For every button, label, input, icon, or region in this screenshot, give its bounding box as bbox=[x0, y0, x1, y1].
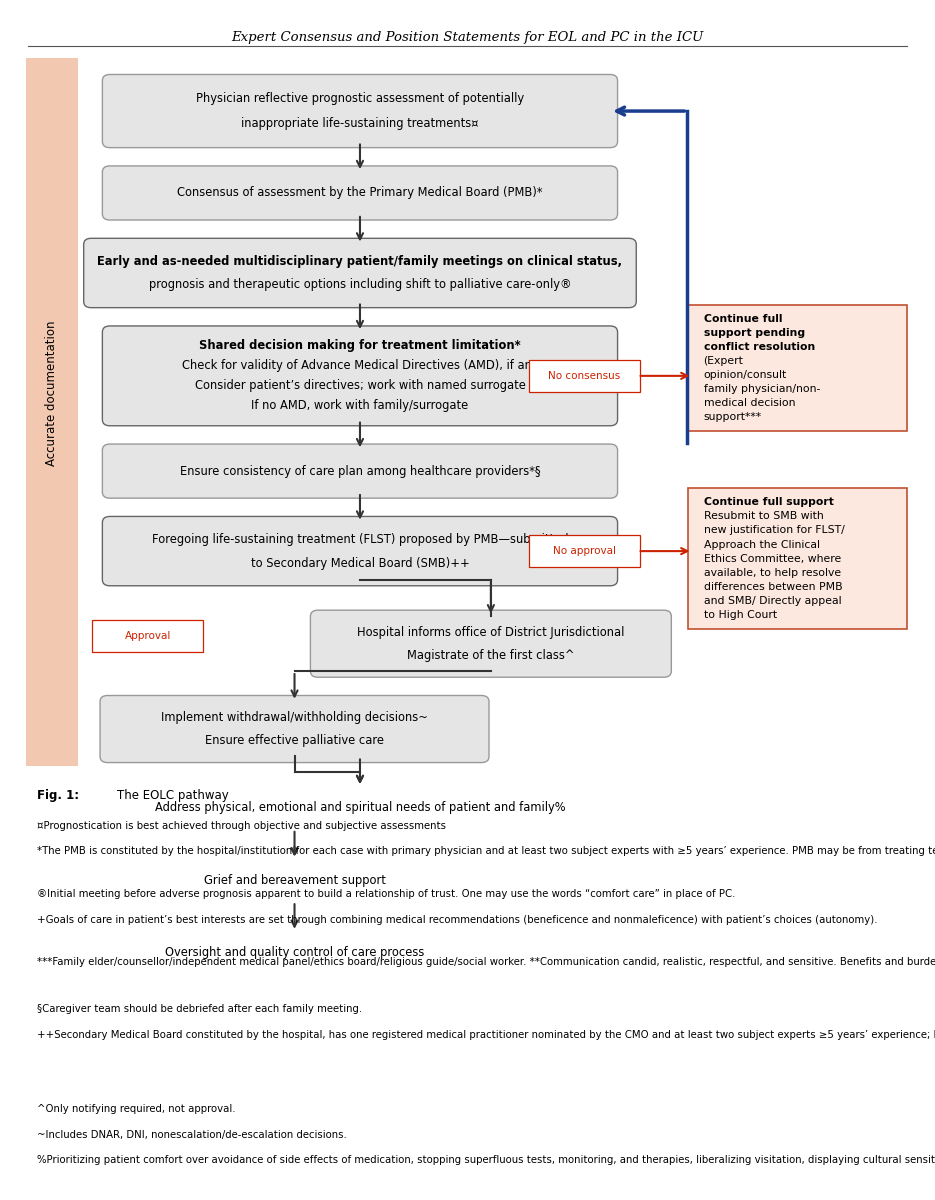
Text: to High Court: to High Court bbox=[703, 611, 777, 620]
Text: +Goals of care in patient’s best interests are set through combining medical rec: +Goals of care in patient’s best interes… bbox=[37, 914, 878, 924]
FancyBboxPatch shape bbox=[529, 360, 640, 392]
Text: Implement withdrawal/withholding decisions~: Implement withdrawal/withholding decisio… bbox=[161, 712, 428, 724]
Text: new justification for FLST/: new justification for FLST/ bbox=[703, 526, 844, 535]
FancyBboxPatch shape bbox=[26, 58, 78, 767]
Text: ***Family elder/counsellor/independent medical panel/ethics board/religious guid: ***Family elder/counsellor/independent m… bbox=[37, 958, 935, 967]
Text: *The PMB is constituted by the hospital/institution for each case with primary p: *The PMB is constituted by the hospital/… bbox=[37, 846, 935, 857]
Text: Approach the Clinical: Approach the Clinical bbox=[703, 540, 820, 550]
Text: ^Only notifying required, not approval.: ^Only notifying required, not approval. bbox=[37, 1104, 236, 1114]
Text: Expert Consensus and Position Statements for EOL and PC in the ICU: Expert Consensus and Position Statements… bbox=[231, 31, 704, 44]
Text: opinion/consult: opinion/consult bbox=[703, 371, 787, 380]
Text: Continue full support: Continue full support bbox=[703, 497, 833, 506]
Text: No approval: No approval bbox=[553, 546, 616, 556]
Text: Address physical, emotional and spiritual needs of patient and family%: Address physical, emotional and spiritua… bbox=[154, 802, 566, 815]
Text: Check for validity of Advance Medical Directives (AMD), if any: Check for validity of Advance Medical Di… bbox=[181, 359, 539, 372]
FancyBboxPatch shape bbox=[100, 696, 489, 762]
Text: Grief and bereavement support: Grief and bereavement support bbox=[204, 874, 385, 887]
FancyBboxPatch shape bbox=[100, 853, 489, 907]
Text: inappropriate life-sustaining treatments¤: inappropriate life-sustaining treatments… bbox=[241, 118, 479, 131]
Text: Physician reflective prognostic assessment of potentially: Physician reflective prognostic assessme… bbox=[196, 92, 524, 104]
FancyBboxPatch shape bbox=[93, 620, 204, 652]
Text: Ensure effective palliative care: Ensure effective palliative care bbox=[205, 734, 384, 746]
FancyBboxPatch shape bbox=[103, 166, 618, 220]
FancyBboxPatch shape bbox=[103, 74, 618, 148]
FancyBboxPatch shape bbox=[310, 610, 671, 677]
Text: Foregoing life-sustaining treatment (FLST) proposed by PMB—submitted: Foregoing life-sustaining treatment (FLS… bbox=[151, 533, 568, 546]
Text: Magistrate of the first class^: Magistrate of the first class^ bbox=[407, 649, 575, 661]
FancyBboxPatch shape bbox=[103, 444, 618, 498]
Text: ¤Prognostication is best achieved through objective and subjective assessments: ¤Prognostication is best achieved throug… bbox=[37, 821, 446, 830]
Text: Ethics Committee, where: Ethics Committee, where bbox=[703, 553, 841, 564]
FancyBboxPatch shape bbox=[84, 781, 637, 835]
Text: ®Initial meeting before adverse prognosis apparent to build a relationship of tr: ®Initial meeting before adverse prognosi… bbox=[37, 889, 736, 899]
Text: family physician/non-: family physician/non- bbox=[703, 384, 820, 395]
Text: Continue full: Continue full bbox=[703, 314, 782, 324]
Text: Consider patient’s directives; work with named surrogate: Consider patient’s directives; work with… bbox=[194, 379, 525, 392]
FancyBboxPatch shape bbox=[687, 305, 907, 431]
FancyBboxPatch shape bbox=[100, 925, 489, 979]
Text: The EOLC pathway: The EOLC pathway bbox=[117, 788, 229, 802]
Text: ++Secondary Medical Board constituted by the hospital, has one registered medica: ++Secondary Medical Board constituted by… bbox=[37, 1030, 935, 1039]
Text: differences between PMB: differences between PMB bbox=[703, 582, 842, 592]
Text: support***: support*** bbox=[703, 413, 762, 422]
Text: Resubmit to SMB with: Resubmit to SMB with bbox=[703, 511, 824, 521]
Text: Shared decision making for treatment limitation*: Shared decision making for treatment lim… bbox=[199, 340, 521, 353]
Text: Early and as-needed multidisciplinary patient/family meetings on clinical status: Early and as-needed multidisciplinary pa… bbox=[97, 254, 623, 268]
Text: %Prioritizing patient comfort over avoidance of side effects of medication, stop: %Prioritizing patient comfort over avoid… bbox=[37, 1156, 935, 1165]
Text: Approval: Approval bbox=[124, 631, 171, 641]
FancyBboxPatch shape bbox=[103, 516, 618, 586]
Text: medical decision: medical decision bbox=[703, 398, 795, 408]
Text: available, to help resolve: available, to help resolve bbox=[703, 568, 841, 578]
Text: and SMB/ Directly appeal: and SMB/ Directly appeal bbox=[703, 596, 842, 606]
Text: Consensus of assessment by the Primary Medical Board (PMB)*: Consensus of assessment by the Primary M… bbox=[178, 186, 542, 199]
Text: conflict resolution: conflict resolution bbox=[703, 342, 814, 352]
Text: prognosis and therapeutic options including shift to palliative care-only®: prognosis and therapeutic options includ… bbox=[149, 278, 571, 292]
Text: Fig. 1:: Fig. 1: bbox=[37, 788, 79, 802]
Text: Oversight and quality control of care process: Oversight and quality control of care pr… bbox=[165, 946, 424, 959]
FancyBboxPatch shape bbox=[103, 326, 618, 426]
Text: to Secondary Medical Board (SMB)++: to Secondary Medical Board (SMB)++ bbox=[251, 557, 469, 570]
FancyBboxPatch shape bbox=[84, 239, 637, 307]
FancyBboxPatch shape bbox=[687, 488, 907, 629]
Text: §Caregiver team should be debriefed after each family meeting.: §Caregiver team should be debriefed afte… bbox=[37, 1004, 363, 1014]
Text: ~Includes DNAR, DNI, nonescalation/de-escalation decisions.: ~Includes DNAR, DNI, nonescalation/de-es… bbox=[37, 1129, 347, 1140]
Text: (Expert: (Expert bbox=[703, 356, 743, 366]
FancyBboxPatch shape bbox=[529, 535, 640, 568]
Text: No consensus: No consensus bbox=[548, 371, 621, 380]
Text: support pending: support pending bbox=[703, 328, 805, 338]
Text: If no AMD, work with family/surrogate: If no AMD, work with family/surrogate bbox=[252, 400, 468, 413]
Text: Hospital informs office of District Jurisdictional: Hospital informs office of District Juri… bbox=[357, 625, 625, 638]
Text: Ensure consistency of care plan among healthcare providers*§: Ensure consistency of care plan among he… bbox=[180, 464, 540, 478]
Text: Accurate documentation: Accurate documentation bbox=[45, 320, 58, 466]
